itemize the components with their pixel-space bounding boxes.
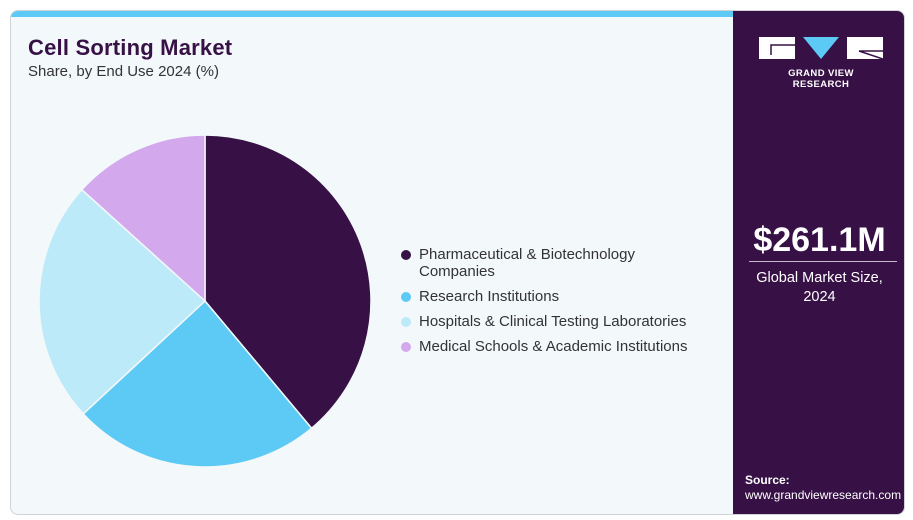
chart-legend: Pharmaceutical & Biotechnology Companies R…: [401, 246, 687, 363]
legend-label: Research Institutions: [419, 288, 560, 305]
pie-slice-4: [80, 134, 206, 303]
legend-item: Research Institutions: [401, 288, 687, 305]
market-size-label-line2: 2024: [803, 289, 836, 305]
brand-name: GRAND VIEW RESEARCH: [788, 68, 854, 90]
legend-label: Medical Schools & Academic Institutions: [419, 338, 688, 355]
chart-card: Cell Sorting Market Share, by End Use 20…: [10, 10, 905, 515]
legend-item: Medical Schools & Academic Institutions: [401, 338, 687, 355]
market-size-label-line1: Global Market Size,: [756, 270, 883, 286]
pie-slice-1: [204, 134, 372, 430]
market-size-label: Global Market Size, 2024: [733, 269, 904, 307]
legend-swatch-icon: [401, 317, 411, 327]
source-note: Source: www.grandviewresearch.com: [745, 473, 901, 503]
market-size-value: $261.1M: [753, 221, 886, 259]
legend-swatch-icon: [401, 250, 411, 260]
pie-chart: [38, 134, 372, 468]
legend-swatch-icon: [401, 292, 411, 302]
pie-slice-2: [82, 299, 313, 468]
source-label: Source:: [745, 473, 790, 487]
pie-slice-3: [38, 188, 207, 415]
legend-item: Pharmaceutical & Biotechnology Companies: [401, 246, 687, 280]
chart-title: Cell Sorting Market: [28, 35, 233, 60]
brand-logo: GRAND VIEW RESEARCH: [759, 35, 884, 90]
legend-swatch-icon: [401, 342, 411, 352]
divider: [749, 261, 897, 262]
accent-bar: [11, 11, 733, 17]
source-url[interactable]: www.grandviewresearch.com: [745, 488, 902, 502]
gvr-logo-icon: [759, 37, 884, 60]
legend-label: Pharmaceutical & Biotechnology Companies: [419, 246, 635, 280]
legend-label: Hospitals & Clinical Testing Laboratorie…: [419, 313, 687, 330]
legend-item: Hospitals & Clinical Testing Laboratorie…: [401, 313, 687, 330]
info-panel: GRAND VIEW RESEARCH $261.1M Global Marke…: [733, 11, 904, 514]
chart-subtitle: Share, by End Use 2024 (%): [28, 63, 219, 80]
